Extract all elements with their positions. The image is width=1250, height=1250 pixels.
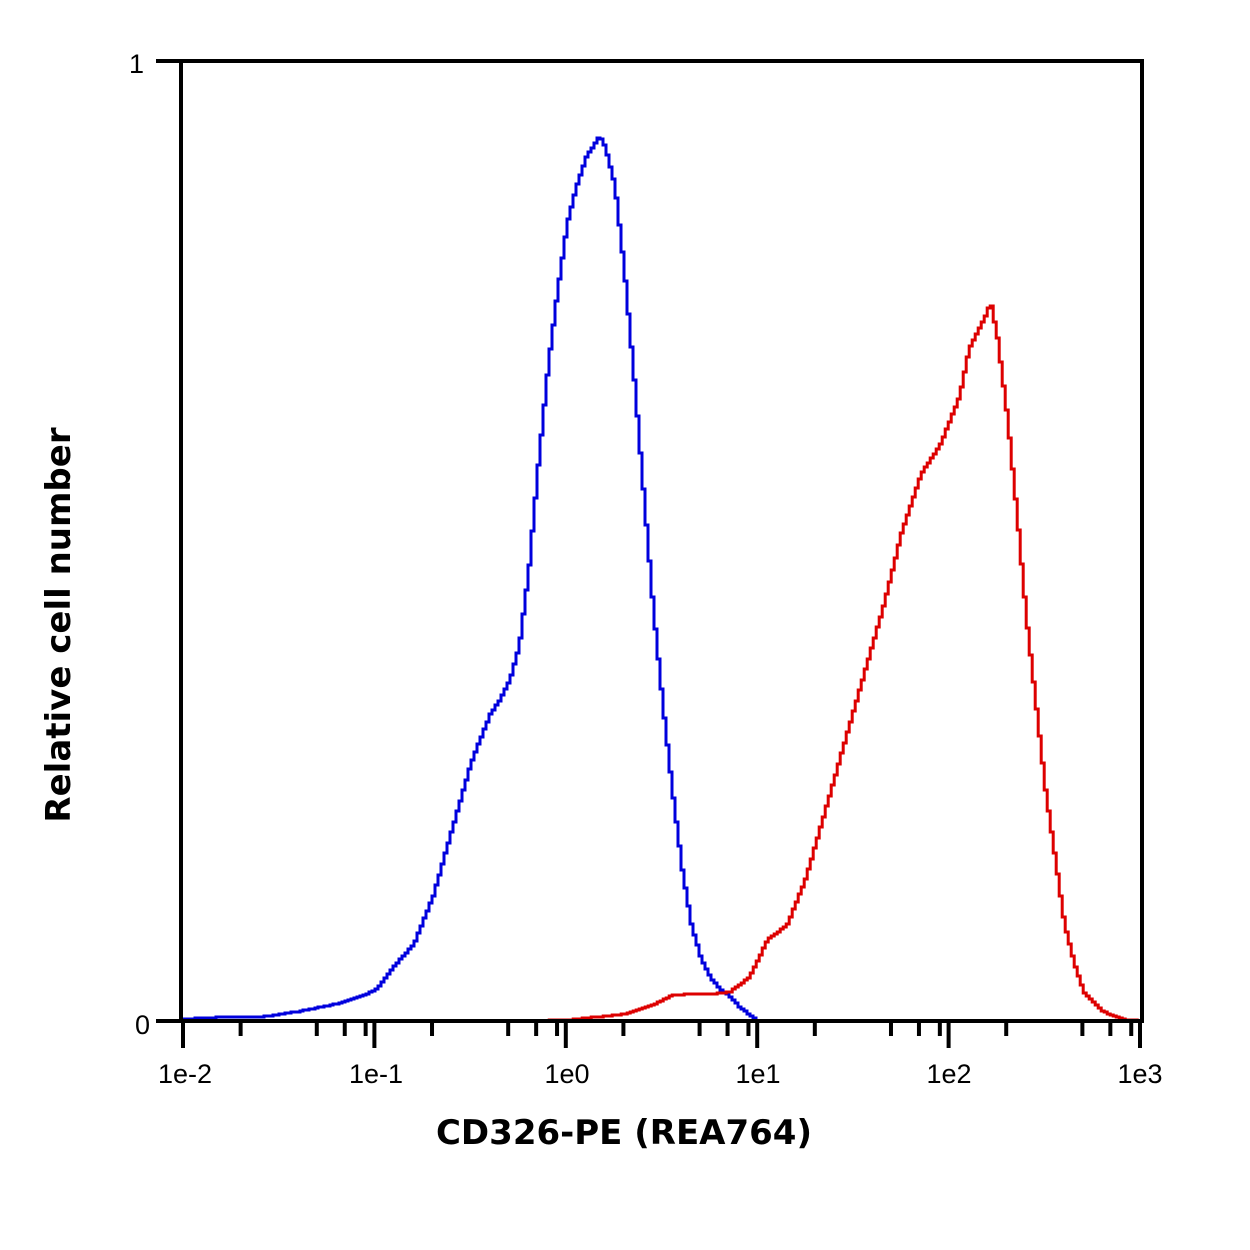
plot-curves xyxy=(183,136,1139,1023)
control-histogram-curve xyxy=(183,136,758,1021)
plot-frame xyxy=(156,59,1144,1023)
x-axis-tick-labels: 1e-2 1e-1 1e0 1e1 1e2 1e3 xyxy=(158,1059,1163,1089)
x-tick-label: 1e2 xyxy=(926,1059,971,1089)
y-axis-tick-labels: 1 0 xyxy=(129,49,150,1040)
x-tick-label: 1e-1 xyxy=(349,1059,403,1089)
x-tick-label: 1e-2 xyxy=(158,1059,212,1089)
x-axis-title: CD326-PE (REA764) xyxy=(436,1113,812,1153)
y-tick-label-0: 0 xyxy=(135,1010,150,1040)
y-tick-label-1: 1 xyxy=(129,49,144,79)
x-tick-label: 1e3 xyxy=(1117,1059,1162,1089)
x-axis-ticks xyxy=(181,1021,1142,1048)
stained-histogram-curve xyxy=(489,304,1139,1023)
y-axis-title: Relative cell number xyxy=(39,427,79,822)
x-tick-label: 1e1 xyxy=(735,1059,780,1089)
x-tick-label: 1e0 xyxy=(544,1059,589,1089)
